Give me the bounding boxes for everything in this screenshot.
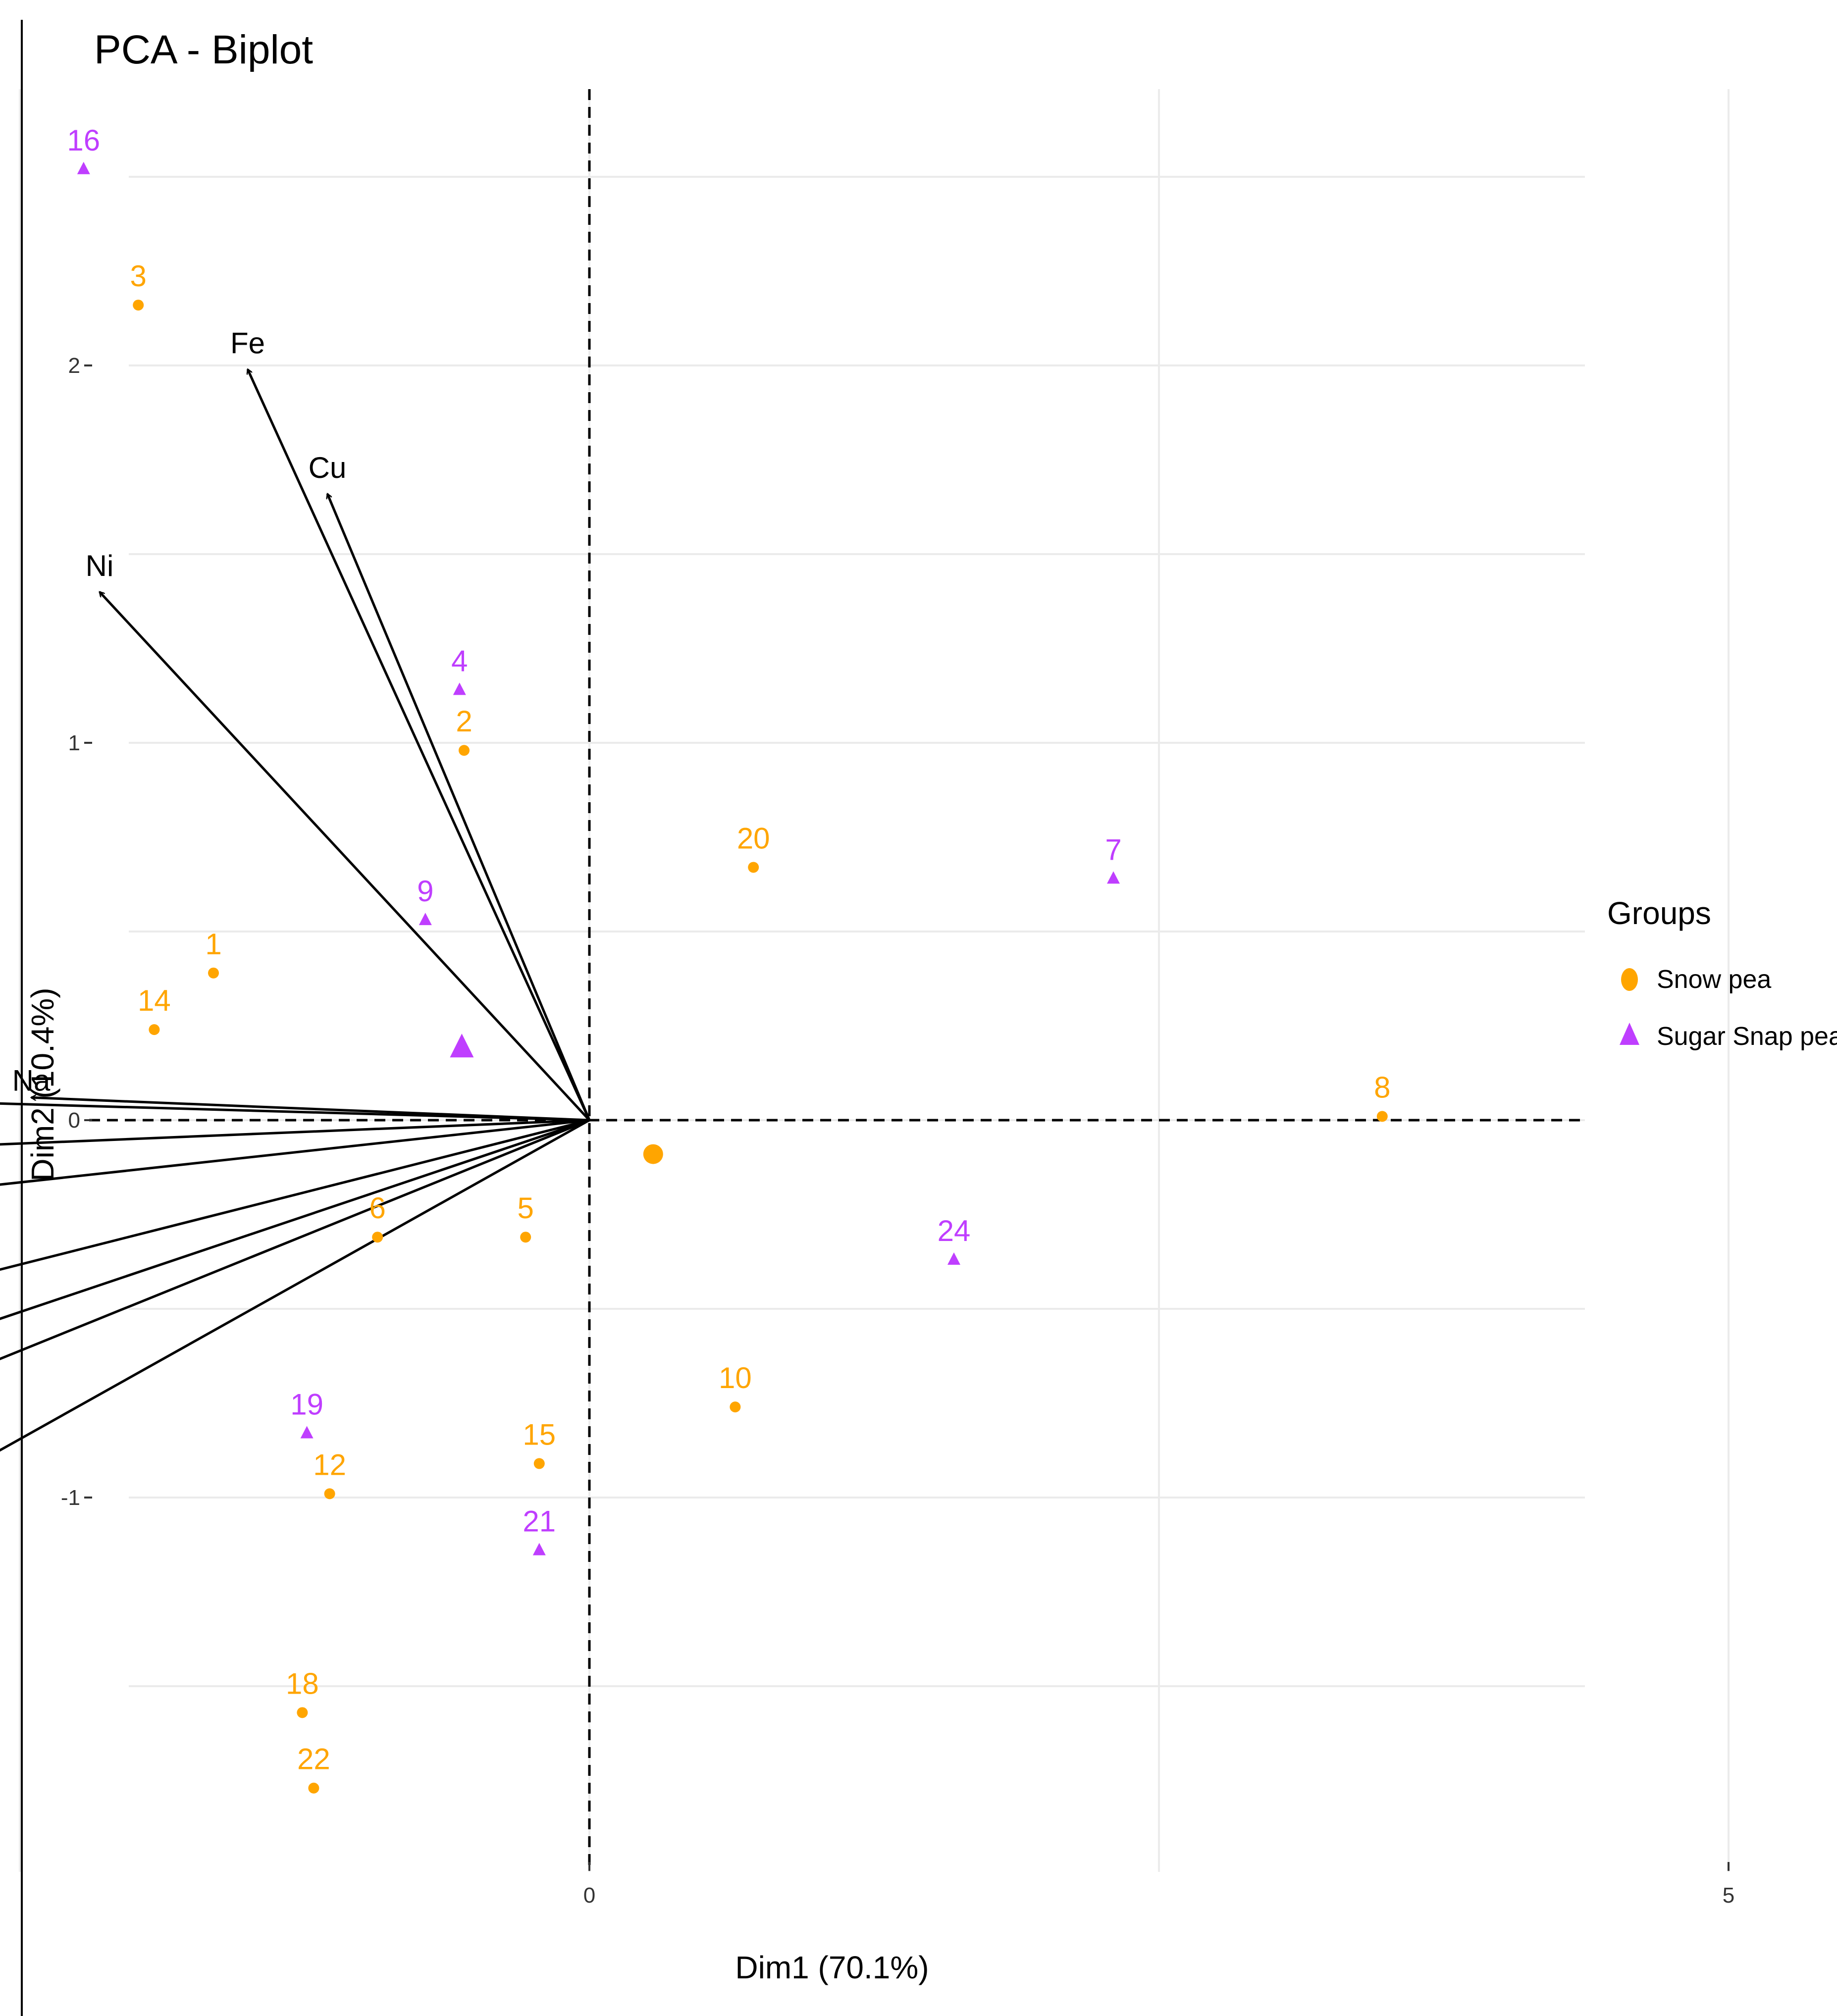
legend-sugar-snap-pea-marker: [1620, 1023, 1639, 1045]
vector-arrow-mn: [0, 1102, 590, 1122]
point-marker-5: [520, 1232, 531, 1243]
x-axis-title: Dim1 (70.1%): [735, 1950, 929, 1985]
vector-label-cu: Cu: [309, 451, 347, 484]
point-label-5: 5: [518, 1191, 534, 1225]
point-label-15: 15: [523, 1418, 556, 1451]
reference-lines: [89, 89, 1585, 1872]
vector-arrow-mg: [0, 1119, 590, 1271]
vector-arrow-zn: [0, 1119, 590, 1146]
point-marker-24: [947, 1252, 960, 1265]
legend: Groups Snow pea Sugar Snap pea: [1607, 895, 1837, 1051]
point-marker-21: [532, 1543, 546, 1555]
point-label-9: 9: [417, 875, 433, 908]
x-tick-label-1: 5: [1723, 1883, 1734, 1908]
variable-vectors: FeCuNiMnNaZnSMgPCK: [0, 327, 591, 1452]
point-marker-22: [308, 1782, 319, 1794]
y-tick-label-3: 2: [68, 354, 80, 378]
point-marker-7: [1107, 871, 1120, 884]
point-label-20: 20: [737, 822, 770, 855]
point-label-24: 24: [938, 1214, 971, 1247]
point-label-16: 16: [67, 124, 100, 157]
point-marker-1: [208, 967, 219, 979]
chart-title: PCA - Biplot: [94, 27, 313, 72]
point-label-2: 2: [456, 705, 472, 738]
point-label-8: 8: [1374, 1071, 1390, 1104]
x-tick-label-0: 0: [583, 1883, 595, 1908]
point-label-21: 21: [523, 1505, 556, 1538]
vector-arrow-k: [0, 1119, 590, 1452]
point-label-18: 18: [286, 1667, 319, 1700]
point-marker-19: [300, 1426, 314, 1439]
group-mean-marker-snap: [450, 1034, 474, 1058]
vector-arrow-s: [0, 1119, 590, 1186]
point-label-22: 22: [297, 1743, 330, 1776]
point-marker-6: [372, 1232, 383, 1243]
point-marker-10: [730, 1401, 741, 1413]
point-marker-16: [77, 161, 90, 174]
y-tick-label-1: 0: [68, 1108, 80, 1133]
vector-arrow-ni: [99, 592, 590, 1121]
y-tick-label-0: -1: [61, 1486, 80, 1510]
point-marker-14: [149, 1024, 160, 1035]
point-label-12: 12: [313, 1448, 346, 1481]
observation-points: 123456789101112131415161718192021222324: [67, 124, 1390, 1794]
point-marker-3: [133, 300, 144, 311]
legend-sugar-snap-pea-label: Sugar Snap pea: [1657, 1022, 1837, 1051]
point-label-1: 1: [205, 928, 221, 961]
point-marker-8: [1376, 1111, 1388, 1122]
vector-arrow-c: [0, 1119, 590, 1360]
point-label-10: 10: [719, 1361, 752, 1395]
grid-lines: [19, 89, 1730, 1872]
group-mean-marker-snow: [643, 1144, 663, 1164]
legend-snow-pea-marker: [1621, 968, 1638, 991]
legend-title: Groups: [1607, 895, 1711, 931]
vector-arrow-p: [0, 1119, 590, 1320]
vector-label-na: Na: [12, 1064, 51, 1097]
point-label-4: 4: [451, 644, 468, 677]
y-tick-label-2: 1: [68, 731, 80, 755]
point-label-3: 3: [130, 259, 147, 293]
vector-label-ni: Ni: [86, 549, 114, 582]
point-marker-18: [297, 1707, 308, 1718]
point-marker-4: [453, 682, 466, 695]
y-axis-title: Dim2 (10.4%): [25, 987, 60, 1181]
point-label-7: 7: [1105, 833, 1121, 866]
vector-arrow-cu: [327, 494, 591, 1121]
vector-arrow-na: [31, 1097, 590, 1122]
point-marker-9: [419, 913, 432, 926]
point-marker-2: [459, 745, 470, 756]
point-marker-20: [748, 862, 759, 873]
point-label-19: 19: [290, 1388, 323, 1421]
legend-snow-pea-label: Snow pea: [1657, 965, 1771, 994]
point-label-14: 14: [138, 984, 171, 1017]
group-mean-points: [450, 1034, 663, 1164]
point-label-6: 6: [369, 1191, 386, 1225]
point-marker-12: [324, 1488, 335, 1499]
point-marker-15: [533, 1458, 545, 1469]
vector-label-fe: Fe: [230, 327, 265, 360]
vector-arrow-fe: [248, 369, 591, 1121]
